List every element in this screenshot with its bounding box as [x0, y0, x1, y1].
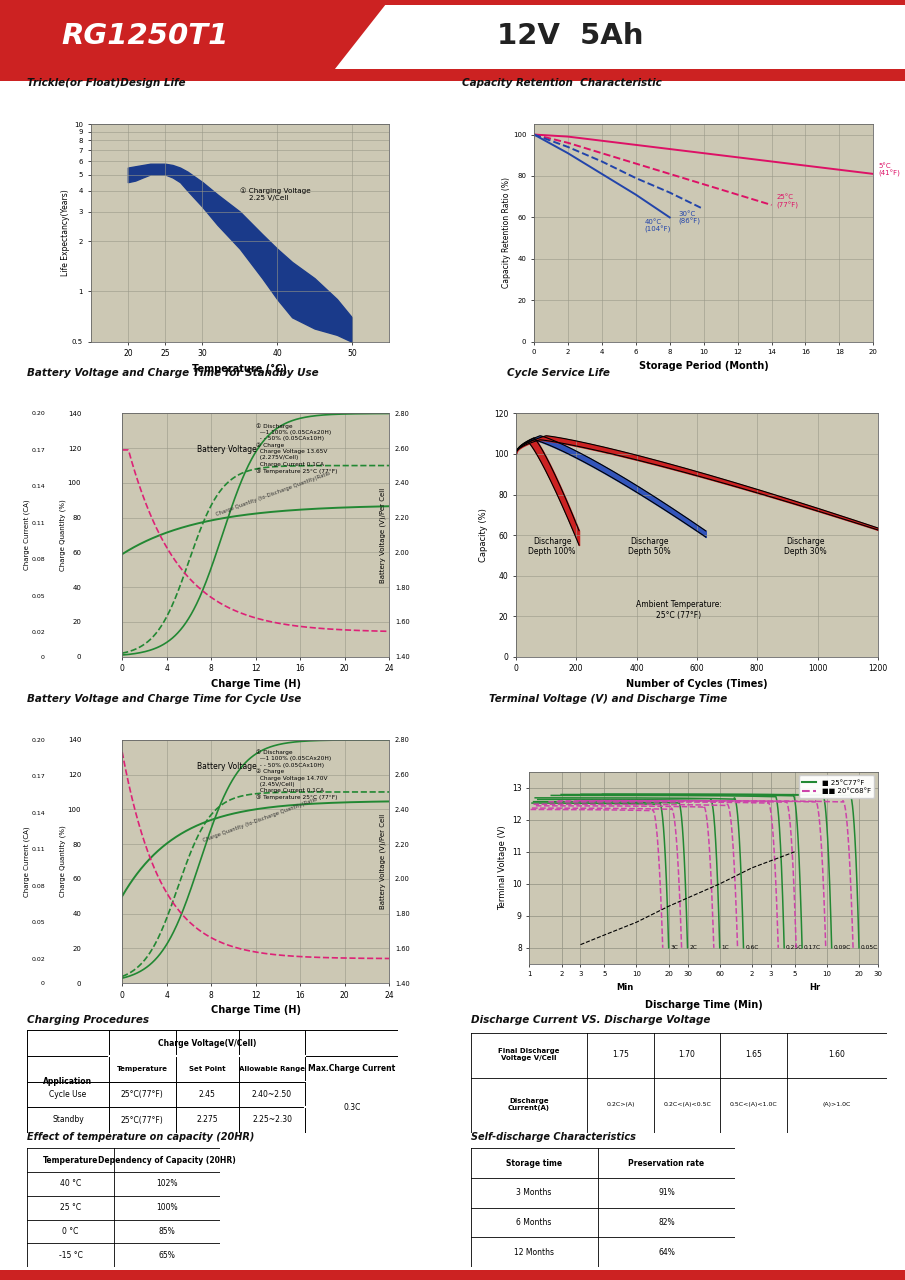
Text: 0.25C: 0.25C — [786, 946, 803, 950]
Y-axis label: Capacity Retention Ratio (%): Capacity Retention Ratio (%) — [502, 178, 511, 288]
Text: 0.17C: 0.17C — [804, 946, 821, 950]
Text: 102%: 102% — [157, 1179, 177, 1188]
Text: Dependency of Capacity (20HR): Dependency of Capacity (20HR) — [98, 1156, 236, 1165]
Text: 0.09C: 0.09C — [834, 946, 851, 950]
Text: Terminal Voltage (V) and Discharge Time: Terminal Voltage (V) and Discharge Time — [489, 694, 727, 704]
Y-axis label: Life Expectancy(Years): Life Expectancy(Years) — [62, 189, 71, 276]
Bar — [0, 0, 905, 5]
Text: Discharge
Current(A): Discharge Current(A) — [508, 1098, 550, 1111]
Text: Discharge
Depth 30%: Discharge Depth 30% — [784, 538, 827, 557]
Text: Preservation rate: Preservation rate — [628, 1158, 705, 1167]
Polygon shape — [0, 0, 389, 69]
Text: 2.45: 2.45 — [199, 1089, 215, 1100]
Y-axis label: Charge Quantity (%): Charge Quantity (%) — [60, 826, 66, 897]
Text: 100%: 100% — [157, 1203, 178, 1212]
Text: 0.05C: 0.05C — [861, 946, 878, 950]
Text: Final Discharge
Voltage V/Cell: Final Discharge Voltage V/Cell — [498, 1048, 559, 1061]
Text: Effect of temperature on capacity (20HR): Effect of temperature on capacity (20HR) — [27, 1132, 254, 1142]
Text: 91%: 91% — [658, 1188, 675, 1197]
X-axis label: Charge Time (H): Charge Time (H) — [211, 678, 300, 689]
Text: Battery Voltage: Battery Voltage — [197, 445, 257, 454]
Text: Charge Quantity (to-Discharge Quantity)Ratio: Charge Quantity (to-Discharge Quantity)R… — [215, 471, 331, 517]
Text: 2.275: 2.275 — [196, 1115, 218, 1125]
Text: 12 Months: 12 Months — [514, 1248, 554, 1257]
Text: 0.2C<(A)<0.5C: 0.2C<(A)<0.5C — [663, 1102, 711, 1107]
Text: Battery Voltage and Charge Time for Cycle Use: Battery Voltage and Charge Time for Cycl… — [27, 694, 301, 704]
Text: 40 °C: 40 °C — [60, 1179, 81, 1188]
Text: (A)>1.0C: (A)>1.0C — [823, 1102, 851, 1107]
Text: 3 Months: 3 Months — [517, 1188, 552, 1197]
Text: Ambient Temperature:
25°C (77°F): Ambient Temperature: 25°C (77°F) — [636, 600, 721, 620]
Text: Hr: Hr — [809, 983, 821, 992]
Text: 12V  5Ah: 12V 5Ah — [497, 22, 643, 50]
Y-axis label: Capacity (%): Capacity (%) — [479, 508, 488, 562]
Text: 85%: 85% — [158, 1228, 176, 1236]
Legend: ■ 25°C77°F, ■■ 20°C68°F: ■ 25°C77°F, ■■ 20°C68°F — [799, 776, 874, 797]
Text: 25°C
(77°F): 25°C (77°F) — [776, 195, 798, 209]
Text: 82%: 82% — [658, 1219, 675, 1228]
Text: Discharge Current VS. Discharge Voltage: Discharge Current VS. Discharge Voltage — [471, 1015, 710, 1025]
X-axis label: Temperature (°C): Temperature (°C) — [193, 364, 287, 374]
Text: 30°C
(86°F): 30°C (86°F) — [678, 211, 700, 225]
X-axis label: Storage Period (Month): Storage Period (Month) — [639, 361, 768, 371]
Text: Standby: Standby — [52, 1115, 84, 1125]
Text: 64%: 64% — [658, 1248, 675, 1257]
Text: Discharge
Depth 100%: Discharge Depth 100% — [529, 538, 576, 557]
Text: 25°C(77°F): 25°C(77°F) — [120, 1115, 164, 1125]
Text: 25 °C: 25 °C — [60, 1203, 81, 1212]
Text: 0.6C: 0.6C — [745, 946, 758, 950]
Y-axis label: Charge Current (CA): Charge Current (CA) — [24, 826, 30, 897]
Text: Min: Min — [616, 983, 634, 992]
Text: 1.75: 1.75 — [612, 1051, 629, 1060]
Text: 1C: 1C — [721, 946, 729, 950]
Text: 3C: 3C — [671, 946, 678, 950]
Text: Max.Charge Current: Max.Charge Current — [309, 1064, 395, 1074]
Text: Battery Voltage and Charge Time for Standby Use: Battery Voltage and Charge Time for Stan… — [27, 367, 319, 378]
Text: ① Discharge
  —1⁠ 100% (0.05CAx20H)
  - - 50% (0.05CAx10H)
② Charge
  Charge Vol: ① Discharge —1⁠ 100% (0.05CAx20H) - - 50… — [255, 424, 338, 474]
Text: 25°C(77°F): 25°C(77°F) — [120, 1089, 164, 1100]
Text: 0 °C: 0 °C — [62, 1228, 79, 1236]
Text: Set Point: Set Point — [189, 1066, 225, 1071]
Text: Application: Application — [43, 1076, 92, 1087]
Text: 2.40~2.50: 2.40~2.50 — [252, 1089, 292, 1100]
Text: Discharge Time (Min): Discharge Time (Min) — [644, 1000, 763, 1010]
Text: 0.2C>(A): 0.2C>(A) — [606, 1102, 634, 1107]
Text: 2.25~2.30: 2.25~2.30 — [252, 1115, 292, 1125]
Text: 0.5C<(A)<1.0C: 0.5C<(A)<1.0C — [729, 1102, 777, 1107]
Text: 6 Months: 6 Months — [517, 1219, 552, 1228]
Text: 0.3C: 0.3C — [343, 1102, 360, 1112]
Text: Allowable Range: Allowable Range — [239, 1066, 305, 1071]
Text: 1.70: 1.70 — [679, 1051, 696, 1060]
X-axis label: Charge Time (H): Charge Time (H) — [211, 1005, 300, 1015]
Y-axis label: Battery Voltage (V)/Per Cell: Battery Voltage (V)/Per Cell — [380, 814, 386, 909]
Text: Charge Voltage(V/Cell): Charge Voltage(V/Cell) — [157, 1038, 256, 1048]
Y-axis label: Terminal Voltage (V): Terminal Voltage (V) — [498, 826, 507, 910]
Text: 40°C
(104°F): 40°C (104°F) — [644, 219, 671, 233]
Y-axis label: Charge Current (CA): Charge Current (CA) — [24, 499, 30, 571]
Text: Charging Procedures: Charging Procedures — [27, 1015, 149, 1025]
Text: 1.65: 1.65 — [745, 1051, 762, 1060]
Text: Trickle(or Float)Design Life: Trickle(or Float)Design Life — [27, 78, 186, 88]
Text: Temperature: Temperature — [117, 1066, 167, 1071]
Text: ① Charging Voltage
    2.25 V/Cell: ① Charging Voltage 2.25 V/Cell — [240, 187, 310, 201]
Text: 1.60: 1.60 — [828, 1051, 845, 1060]
Y-axis label: Charge Quantity (%): Charge Quantity (%) — [60, 499, 66, 571]
Text: Charge Quantity (to-Discharge Quantity)Ratio: Charge Quantity (to-Discharge Quantity)R… — [203, 797, 318, 844]
Text: 65%: 65% — [158, 1251, 176, 1260]
Text: Cycle Use: Cycle Use — [50, 1089, 87, 1100]
Text: -15 °C: -15 °C — [59, 1251, 82, 1260]
Text: Cycle Service Life: Cycle Service Life — [507, 367, 610, 378]
Text: Storage time: Storage time — [506, 1158, 562, 1167]
Text: Capacity Retention  Characteristic: Capacity Retention Characteristic — [462, 78, 662, 88]
Text: Self-discharge Characteristics: Self-discharge Characteristics — [471, 1132, 635, 1142]
Text: Battery Voltage: Battery Voltage — [197, 762, 257, 771]
Text: Discharge
Depth 50%: Discharge Depth 50% — [628, 538, 672, 557]
Text: RG1250T1: RG1250T1 — [62, 22, 228, 50]
Y-axis label: Battery Voltage (V)/Per Cell: Battery Voltage (V)/Per Cell — [380, 488, 386, 582]
X-axis label: Number of Cycles (Times): Number of Cycles (Times) — [626, 678, 767, 689]
Text: 2C: 2C — [690, 946, 697, 950]
Text: 5°C
(41°F): 5°C (41°F) — [879, 163, 900, 178]
Text: Temperature: Temperature — [43, 1156, 99, 1165]
Text: ① Discharge
  —1 100% (0.05CAx20H)
  - - 50% (0.05CAx10H)
② Charge
  Charge Volt: ① Discharge —1 100% (0.05CAx20H) - - 50%… — [255, 750, 338, 800]
